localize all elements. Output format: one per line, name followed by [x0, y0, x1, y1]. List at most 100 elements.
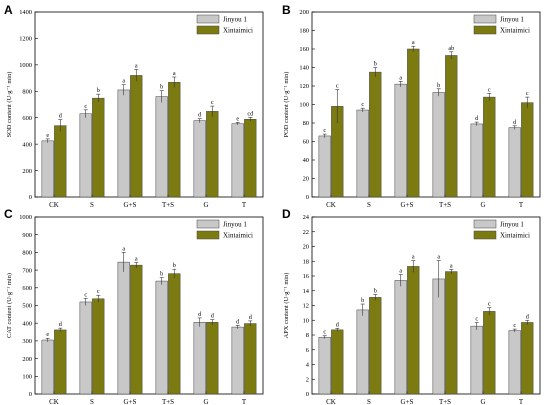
bar: [433, 92, 445, 197]
significance-letter: a: [122, 78, 125, 85]
significance-letter: e: [46, 132, 49, 139]
significance-letter: d: [513, 119, 517, 126]
chart-panel-b: B 0 20 40 60 80 100 120 140 160 180 200 POD content …: [282, 3, 540, 209]
significance-letter: c: [336, 83, 339, 90]
bar: [130, 75, 142, 197]
y-tick-label: 10: [303, 317, 309, 324]
significance-letter: a: [122, 245, 125, 252]
bar: [80, 114, 92, 197]
significance-letter: cd: [247, 110, 254, 117]
y-tick-label: 800: [22, 250, 32, 257]
significance-letter: a: [437, 254, 440, 261]
bar: [232, 124, 244, 197]
bar: [156, 281, 168, 394]
bar: [232, 327, 244, 394]
x-tick-label: G: [203, 201, 208, 209]
bar: [521, 103, 533, 197]
significance-letter: a: [135, 62, 138, 69]
y-tick-label: 16: [303, 273, 309, 280]
panel-letter: A: [4, 3, 13, 17]
y-tick-label: 18: [303, 258, 309, 265]
y-tick-label: 20: [303, 176, 309, 183]
y-tick-label: 24: [303, 214, 310, 221]
panel-letter: C: [4, 207, 13, 221]
x-tick-label: CK: [326, 398, 336, 405]
bar: [407, 266, 419, 394]
legend-swatch: [197, 220, 219, 228]
y-tick-label: 400: [22, 320, 32, 327]
x-tick-label: CK: [49, 201, 59, 209]
x-tick-label: T: [242, 201, 247, 209]
significance-letter: d: [198, 311, 202, 318]
y-tick-label: 60: [303, 139, 309, 146]
legend-swatch: [197, 15, 219, 23]
bar: [445, 55, 457, 197]
bar: [244, 324, 256, 394]
x-tick-label: S: [367, 201, 371, 209]
bar: [194, 322, 206, 394]
x-tick-label: G+S: [124, 398, 137, 405]
y-tick-label: 0: [29, 194, 32, 201]
significance-letter: a: [412, 254, 415, 261]
legend-swatch: [474, 231, 496, 239]
y-tick-label: 120: [299, 83, 309, 90]
legend-label: Jinyou 1: [500, 16, 524, 24]
legend-swatch: [474, 220, 496, 228]
significance-letter: a: [173, 70, 176, 77]
y-tick-label: 500: [22, 303, 32, 310]
bar: [395, 84, 407, 197]
y-tick-label: 14: [303, 288, 310, 295]
significance-letter: e: [46, 331, 49, 338]
bar: [54, 330, 66, 394]
chart-panel-c: C 0 100 200 300 400 500 600 700 800 900 1000 CAT con…: [4, 207, 263, 405]
bar: [168, 82, 180, 197]
significance-letter: e: [236, 115, 239, 122]
bar: [118, 262, 130, 394]
bar: [42, 340, 54, 394]
bar: [521, 322, 533, 394]
bar: [509, 128, 521, 197]
y-tick-label: 80: [303, 120, 309, 127]
significance-letter: b: [97, 87, 100, 94]
bar: [118, 90, 130, 197]
significance-letter: c: [361, 101, 364, 108]
x-tick-label: G: [480, 201, 485, 209]
x-tick-label: T+S: [439, 201, 451, 209]
significance-letter: d: [59, 321, 63, 328]
significance-letter: b: [160, 84, 163, 91]
significance-letter: c: [513, 322, 516, 329]
legend-label: Xintaimici: [223, 27, 253, 35]
y-tick-label: 800: [22, 88, 32, 95]
x-tick-label: G+S: [124, 201, 137, 209]
y-tick-label: 180: [299, 28, 309, 35]
significance-letter: c: [323, 329, 326, 336]
y-tick-label: 4: [306, 362, 310, 369]
legend-swatch: [474, 26, 496, 34]
significance-letter: c: [97, 288, 100, 295]
bar: [483, 97, 495, 197]
legend-label: Jinyou 1: [223, 221, 247, 229]
legend-label: Jinyou 1: [223, 16, 247, 24]
significance-letter: c: [84, 291, 87, 298]
bar: [92, 98, 104, 197]
x-tick-label: CK: [49, 398, 59, 405]
bar: [357, 110, 369, 197]
y-tick-label: 200: [22, 168, 32, 175]
y-tick-label: 160: [299, 46, 309, 53]
bar: [509, 331, 521, 394]
y-axis-label: CAT content (U·g⁻¹ min): [6, 273, 13, 338]
significance-letter: c: [211, 99, 214, 106]
bar: [130, 265, 142, 394]
bar: [244, 119, 256, 197]
significance-letter: c: [526, 90, 529, 97]
bar: [407, 49, 419, 197]
y-tick-label: 40: [303, 157, 309, 164]
y-axis-label: SOD content (U·g⁻¹ min): [6, 72, 13, 138]
bar: [194, 121, 206, 197]
legend-swatch: [474, 15, 496, 23]
significance-letter: b: [173, 262, 176, 269]
y-axis-label: POD content (U·g⁻¹ min): [283, 72, 290, 138]
y-tick-label: 0: [306, 194, 309, 201]
y-tick-label: 6: [306, 347, 309, 354]
